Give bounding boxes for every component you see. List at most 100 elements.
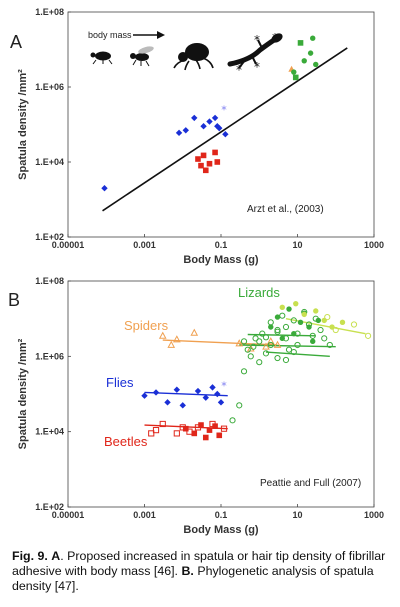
data-point-coleoptera — [186, 428, 193, 435]
data-point-lizards — [315, 317, 322, 324]
data-point-bug: * — [221, 104, 227, 117]
gecko-body — [227, 37, 277, 67]
data-point-diptera — [216, 124, 223, 132]
data-point-arachnida — [172, 335, 181, 343]
caption-a-label: A — [51, 549, 61, 563]
group-label-coleoptera: Beetles — [104, 434, 148, 449]
data-point-lizards — [274, 326, 281, 334]
data-point-coleoptera — [191, 430, 198, 437]
data-point-arachnida — [167, 340, 176, 348]
data-point-lizards — [247, 353, 254, 360]
data-point-lizards — [290, 317, 297, 324]
fit-line-lizards — [239, 344, 336, 348]
caption-b-label: B. — [181, 564, 194, 578]
data-point-lizards — [256, 359, 263, 366]
data-point-lizards — [290, 348, 297, 356]
beetle-icon — [90, 51, 113, 65]
data-point-lizards — [309, 332, 316, 339]
data-point-lizards — [291, 330, 297, 337]
data-point-coleoptera — [148, 430, 155, 437]
data-point-bug: * — [221, 379, 227, 392]
data-point-coleoptera — [195, 156, 201, 162]
data-point-lizards — [274, 354, 281, 362]
x-axis-label: Body Mass (g) — [183, 254, 259, 266]
y-tick-label: 1.E+08 — [35, 276, 64, 286]
data-point-coleoptera — [202, 434, 209, 441]
gecko-legs — [238, 37, 275, 69]
data-point-diptera — [217, 399, 225, 406]
data-point-arachnida — [273, 340, 282, 348]
fit-line-lizards — [265, 351, 330, 358]
citation-label: Arzt et al., (2003) — [247, 204, 324, 215]
data-point-lizards — [285, 346, 293, 353]
gecko-toe: * — [254, 60, 260, 74]
data-point-diptera — [101, 185, 108, 192]
data-point-lizards — [282, 323, 290, 331]
data-point-lizards — [297, 40, 304, 46]
data-point-coleoptera — [152, 427, 160, 434]
data-point-lizard_light — [332, 326, 339, 334]
fit-line-line — [102, 47, 348, 212]
data-point-coleoptera — [212, 149, 218, 156]
y-tick-label: 1.E+02 — [35, 232, 64, 242]
y-tick-label: 1.E+02 — [35, 502, 64, 512]
data-point-arachnida — [158, 331, 167, 339]
fly-wing — [138, 46, 154, 54]
data-point-lizards — [240, 368, 248, 375]
data-point-lizards — [321, 335, 328, 342]
data-point-coleoptera — [159, 420, 166, 428]
beetle-legs — [92, 59, 113, 65]
data-point-lizards — [279, 312, 286, 319]
data-point-diptera — [194, 387, 202, 395]
gecko-toe: * — [272, 31, 278, 45]
group-label-lizards: Lizards — [238, 285, 280, 300]
caption-b-text: Phylogenetic analysis of spatula density… — [12, 564, 374, 593]
beetle-head — [90, 52, 96, 58]
x-tick-label: 1000 — [364, 240, 384, 250]
figure-caption: Fig. 9. A. Proposed increased in spatula… — [12, 549, 392, 594]
spider-abdomen — [185, 43, 209, 61]
gecko-toe: * — [254, 33, 260, 47]
chart-panel-a: 0.00001 0.001 0.1 10 1000 1.E+02 1.E+04 1.E+06 1… — [10, 7, 384, 266]
x-tick-label: 0.00001 — [52, 240, 85, 250]
data-point-diptera — [179, 402, 186, 409]
data-point-diptera — [173, 386, 181, 393]
data-point-lizard_light — [279, 304, 285, 311]
data-point-arachnida — [266, 337, 275, 345]
data-point-diptera — [214, 390, 221, 398]
data-point-diptera — [211, 114, 219, 122]
x-tick-label: 0.1 — [215, 240, 228, 250]
data-point-lizards — [262, 350, 270, 357]
spider-head — [178, 52, 188, 62]
y-tick-label: 1.E+06 — [35, 351, 64, 361]
annotation-body-mass: body mass — [88, 30, 132, 40]
chart-panel-b: 0.00001 0.001 0.1 10 1000 1.E+02 1.E+04 1.E+06 1… — [8, 276, 384, 536]
data-point-diptera — [202, 394, 209, 401]
x-tick-label: 0.1 — [215, 510, 228, 520]
data-point-lizard_light — [321, 317, 327, 324]
data-point-lizard_light — [313, 308, 319, 314]
data-point-diptera — [200, 123, 207, 130]
y-tick-label: 1.E+04 — [35, 157, 64, 167]
x-axis-label: Body Mass (g) — [183, 524, 259, 536]
data-point-lizards — [297, 319, 304, 326]
panel-label-a: A — [10, 32, 22, 52]
data-point-diptera — [209, 384, 216, 391]
gecko-toe: * — [236, 63, 242, 77]
data-point-coleoptera — [198, 162, 204, 169]
data-point-lizards — [282, 356, 290, 364]
arrow-right-icon — [157, 31, 165, 39]
data-point-diptera — [152, 389, 160, 396]
data-point-lizards — [301, 58, 307, 64]
fly-head — [130, 53, 136, 59]
x-tick-label: 0.001 — [133, 240, 156, 250]
data-point-lizards — [326, 341, 333, 349]
data-point-lizards — [267, 319, 274, 326]
data-point-diptera — [222, 131, 229, 138]
data-point-lizards — [267, 341, 274, 349]
data-point-lizard_light — [324, 314, 331, 321]
y-axis-label: Spatula density /mm² — [17, 338, 29, 449]
data-point-coleoptera — [206, 160, 213, 167]
data-point-lizards — [286, 306, 292, 312]
panel-label-b: B — [8, 290, 20, 310]
